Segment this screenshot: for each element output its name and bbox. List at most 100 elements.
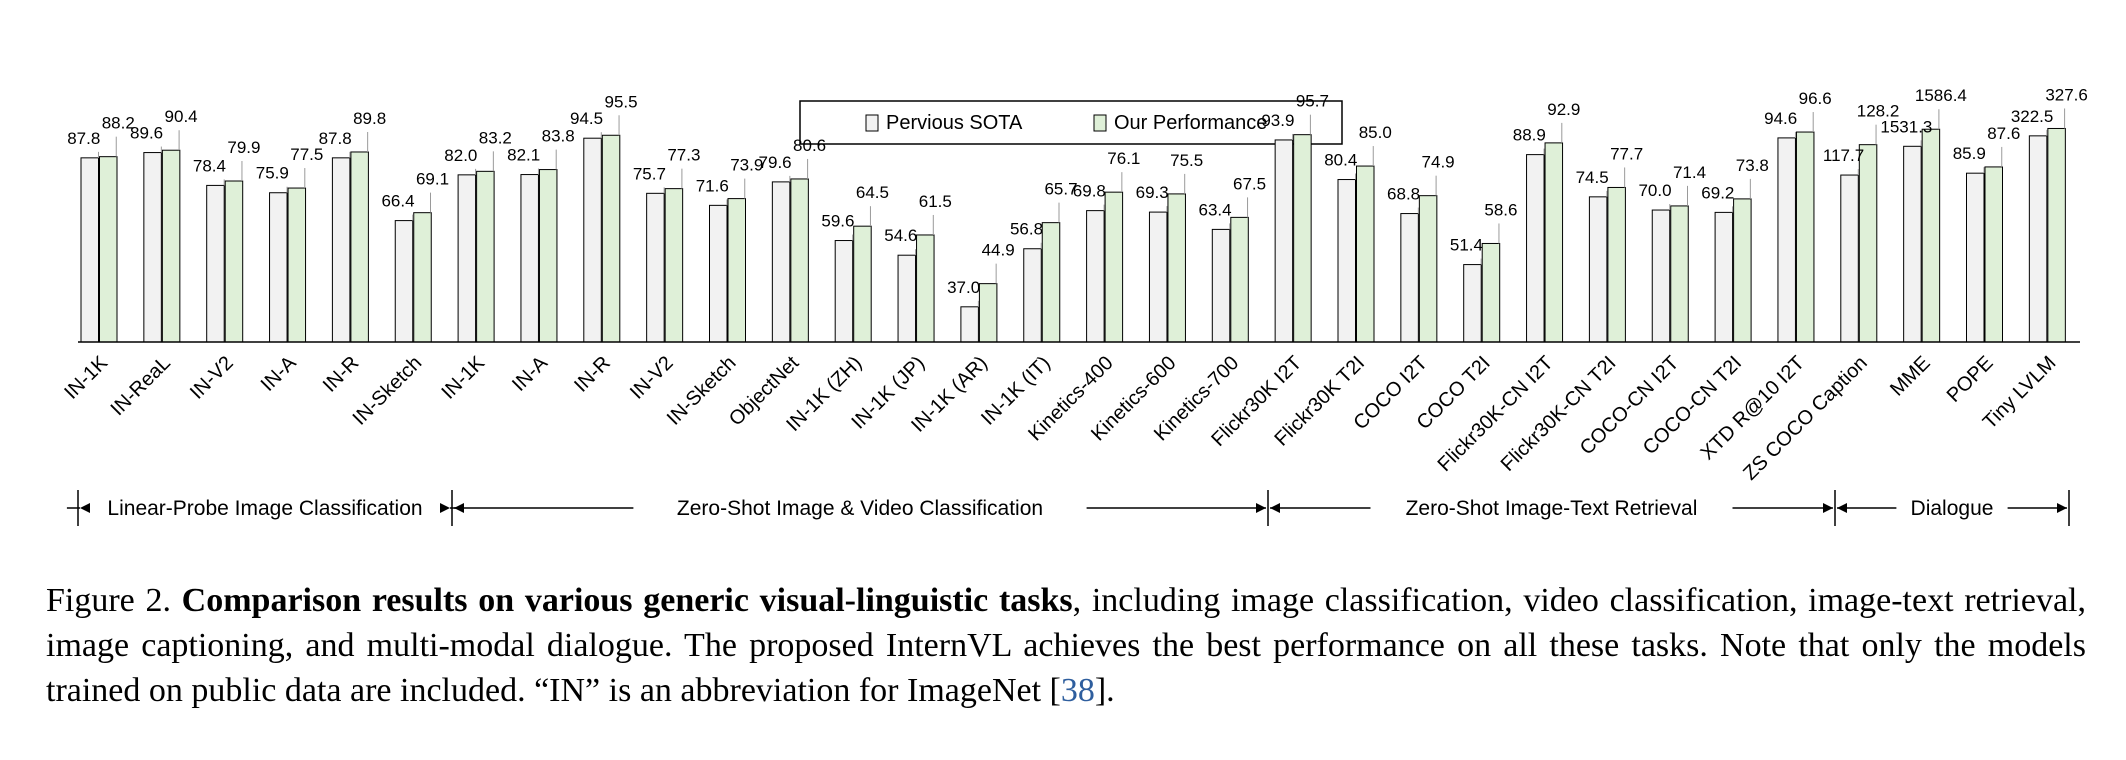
bar-our-performance-in-r-4: [350, 151, 369, 343]
data-label-previous-sota-in-sketch-5: 66.4: [381, 192, 414, 211]
data-label-previous-sota-in-1k-ar-14: 37.0: [947, 278, 980, 297]
data-label-our-performance-coco-cn-i2t-25: 71.4: [1673, 163, 1706, 182]
bar-previous-sota-kinetics-400-16: [1086, 210, 1105, 343]
bar-our-performance-coco-t2i-22: [1481, 242, 1501, 343]
data-label-our-performance-coco-cn-t2i-26: 73.8: [1736, 156, 1769, 175]
figure-caption: Figure 2. Comparison results on various …: [46, 578, 2086, 713]
data-label-our-performance-kinetics-700-18: 67.5: [1233, 174, 1266, 193]
tick-label-in-sketch-5: IN-Sketch: [349, 352, 427, 430]
data-label-previous-sota-in-r-4: 87.8: [319, 129, 352, 148]
data-label-previous-sota-in-v2-2: 78.4: [193, 156, 226, 175]
data-label-previous-sota-coco-cn-t2i-26: 69.2: [1701, 183, 1734, 202]
caption-prefix: Figure 2.: [46, 582, 182, 619]
tick-label-in-r-8: IN-R: [570, 352, 615, 397]
bar-previous-sota-in-sketch-5: [394, 220, 414, 343]
bar-previous-sota-in-a-3: [269, 192, 288, 343]
data-label-our-performance-in-v2-2: 79.9: [227, 138, 260, 157]
bar-our-performance-in-1k-zh-12: [853, 225, 872, 343]
bar-previous-sota-coco-cn-i2t-25: [1651, 209, 1671, 343]
data-label-our-performance-mme-29: 1586.4: [1915, 86, 1967, 105]
group-arrowhead-left-1: [454, 503, 464, 513]
data-label-previous-sota-in-sketch-10: 71.6: [696, 176, 729, 195]
tick-label-in-r-4: IN-R: [319, 352, 364, 397]
bar-previous-sota-in-r-4: [331, 157, 351, 343]
bar-previous-sota-in-1k-jp-13: [897, 254, 917, 343]
data-label-previous-sota-in-1k-it-15: 56.8: [1010, 220, 1043, 239]
data-label-our-performance-in-v2-9: 77.3: [667, 146, 700, 165]
data-label-previous-sota-in-1k-jp-13: 54.6: [884, 226, 917, 245]
data-label-our-performance-in-1k-ar-14: 44.9: [982, 241, 1015, 260]
data-label-our-performance-in-real-1: 90.4: [165, 107, 198, 126]
bar-previous-sota-flickr30k-cn-i2t-23: [1526, 154, 1545, 343]
group-arrowhead-left-3: [1837, 503, 1847, 513]
group-label-linear-probe-image-classification: Linear-Probe Image Classification: [107, 497, 422, 520]
data-label-our-performance-coco-i2t-21: 74.9: [1422, 153, 1455, 172]
data-label-our-performance-coco-t2i-22: 58.6: [1484, 200, 1517, 219]
data-label-our-performance-pope-30: 87.6: [1987, 124, 2020, 143]
bar-our-performance-flickr30k-cn-t2i-24: [1607, 186, 1626, 343]
data-label-previous-sota-coco-i2t-21: 68.8: [1387, 185, 1420, 204]
bar-previous-sota-zs-coco-caption-28: [1840, 174, 1859, 343]
data-label-our-performance-in-sketch-5: 69.1: [416, 170, 449, 189]
bar-our-performance-in-r-8: [601, 134, 621, 343]
data-label-our-performance-in-1k-it-15: 65.7: [1044, 180, 1077, 199]
data-label-previous-sota-in-a-7: 82.1: [507, 146, 540, 165]
legend-swatch-previous-sota: [865, 114, 879, 132]
bar-our-performance-in-1k-6: [476, 170, 495, 343]
group-arrowhead-left-2: [1270, 503, 1280, 513]
data-label-our-performance-in-r-8: 95.5: [605, 92, 638, 111]
data-label-previous-sota-tiny-lvlm-31: 322.5: [2011, 107, 2054, 126]
data-label-previous-sota-flickr30k-t2i-20: 80.4: [1324, 151, 1357, 170]
caption-citation-link[interactable]: 38: [1060, 672, 1095, 709]
data-label-previous-sota-in-r-8: 94.5: [570, 109, 603, 128]
bar-our-performance-in-1k-jp-13: [916, 234, 935, 343]
tick-label-pope-30: POPE: [1943, 352, 1998, 407]
group-arrowhead-right-2: [1823, 503, 1833, 513]
caption-bold-title: Comparison results on various generic vi…: [181, 582, 1073, 619]
bar-previous-sota-xtd-r-10-i2t-27: [1777, 137, 1796, 343]
group-label-zero-shot-image-video-classification: Zero-Shot Image & Video Classification: [677, 497, 1043, 520]
bar-previous-sota-flickr30k-cn-t2i-24: [1588, 196, 1608, 343]
data-label-previous-sota-in-1k-zh-12: 59.6: [821, 212, 854, 231]
data-label-our-performance-in-r-4: 89.8: [353, 109, 386, 128]
data-label-previous-sota-kinetics-700-18: 63.4: [1199, 200, 1232, 219]
bar-our-performance-kinetics-400-16: [1104, 191, 1124, 343]
caption-text: , including image classification, video …: [46, 582, 2086, 709]
bar-previous-sota-flickr30k-t2i-20: [1337, 179, 1356, 343]
bar-our-performance-in-sketch-10: [727, 198, 746, 343]
bar-our-performance-tiny-lvlm-31: [2047, 127, 2066, 343]
bar-previous-sota-in-1k-it-15: [1023, 248, 1042, 343]
bar-our-performance-xtd-r-10-i2t-27: [1795, 131, 1815, 343]
bar-our-performance-mme-29: [1921, 128, 1941, 343]
bar-previous-sota-coco-t2i-22: [1463, 264, 1482, 343]
bar-previous-sota-objectnet-11: [771, 181, 791, 343]
data-label-our-performance-in-sketch-10: 73.9: [730, 156, 763, 175]
group-label-dialogue: Dialogue: [1911, 497, 1994, 520]
tick-label-flickr30k-cn-i2t-23: Flickr30K-CN I2T: [1434, 352, 1558, 476]
data-label-previous-sota-in-1k-6: 82.0: [444, 146, 477, 165]
bar-previous-sota-in-1k-ar-14: [960, 306, 979, 343]
data-label-previous-sota-pope-30: 85.9: [1953, 144, 1986, 163]
group-label-zero-shot-image-text-retrieval: Zero-Shot Image-Text Retrieval: [1406, 497, 1698, 520]
data-labels: 87.888.289.690.478.479.975.977.587.889.8…: [67, 85, 2088, 307]
bar-our-performance-pope-30: [1984, 166, 2003, 343]
bar-previous-sota-in-v2-9: [646, 192, 665, 343]
bar-previous-sota-kinetics-600-17: [1148, 211, 1168, 343]
data-label-previous-sota-flickr30k-i2t-19: 93.9: [1261, 111, 1294, 130]
bar-previous-sota-in-real-1: [143, 152, 162, 343]
bar-our-performance-in-sketch-5: [413, 212, 432, 343]
data-label-our-performance-flickr30k-cn-i2t-23: 92.9: [1547, 100, 1580, 119]
bar-previous-sota-in-a-7: [520, 174, 539, 343]
data-label-our-performance-in-1k-0: 88.2: [102, 114, 135, 133]
bar-our-performance-zs-coco-caption-28: [1858, 144, 1878, 343]
bar-previous-sota-pope-30: [1966, 172, 1985, 343]
data-label-our-performance-tiny-lvlm-31: 327.6: [2045, 85, 2088, 104]
data-label-our-performance-xtd-r-10-i2t-27: 96.6: [1799, 89, 1832, 108]
data-label-our-performance-objectnet-11: 80.6: [793, 136, 826, 155]
data-label-previous-sota-objectnet-11: 79.6: [759, 153, 792, 172]
data-label-our-performance-flickr30k-cn-t2i-24: 77.7: [1610, 144, 1643, 163]
bar-previous-sota-in-v2-2: [206, 184, 225, 343]
tick-label-in-a-3: IN-A: [257, 352, 301, 396]
group-arrowhead-right-1: [1256, 503, 1266, 513]
